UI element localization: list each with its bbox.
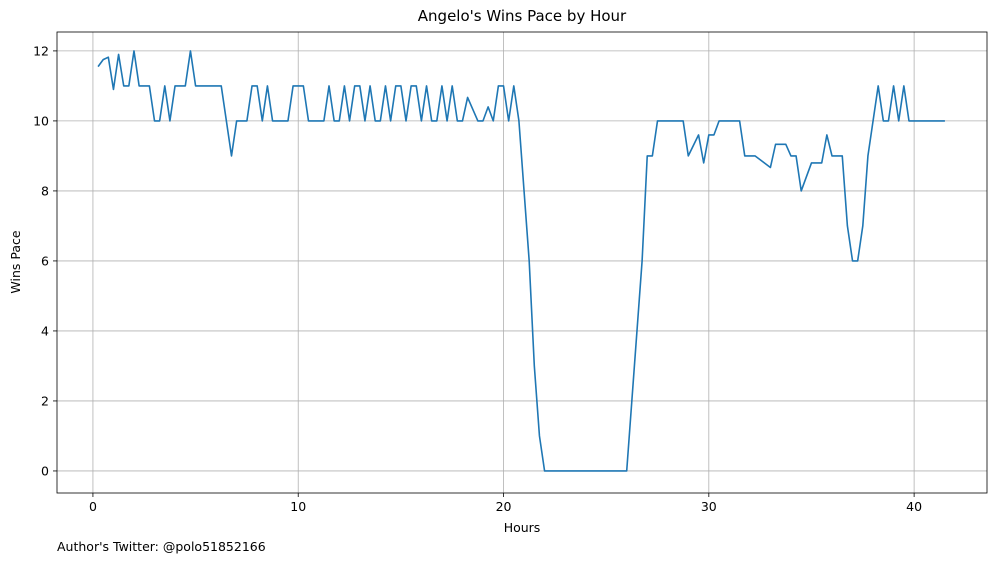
y-tick-label: 12	[33, 43, 49, 58]
y-tick-label: 0	[41, 463, 49, 478]
y-tick-label: 6	[41, 253, 49, 268]
y-axis-label: Wins Pace	[8, 230, 23, 293]
plot-frame	[56, 31, 988, 494]
y-tick-label: 4	[41, 323, 49, 338]
y-tick-label: 10	[33, 113, 49, 128]
x-tick-label: 10	[290, 499, 306, 514]
footnote: Author's Twitter: @polo51852166	[57, 539, 266, 554]
x-tick-label: 40	[906, 499, 922, 514]
y-tick-label: 8	[41, 183, 49, 198]
y-tick-label: 2	[41, 393, 49, 408]
data-line	[97, 50, 945, 472]
x-axis-label: Hours	[504, 520, 541, 535]
chart-title: Angelo's Wins Pace by Hour	[418, 7, 627, 25]
x-tick-label: 0	[89, 499, 97, 514]
x-tick-label: 20	[496, 499, 512, 514]
x-tick-label: 30	[701, 499, 717, 514]
